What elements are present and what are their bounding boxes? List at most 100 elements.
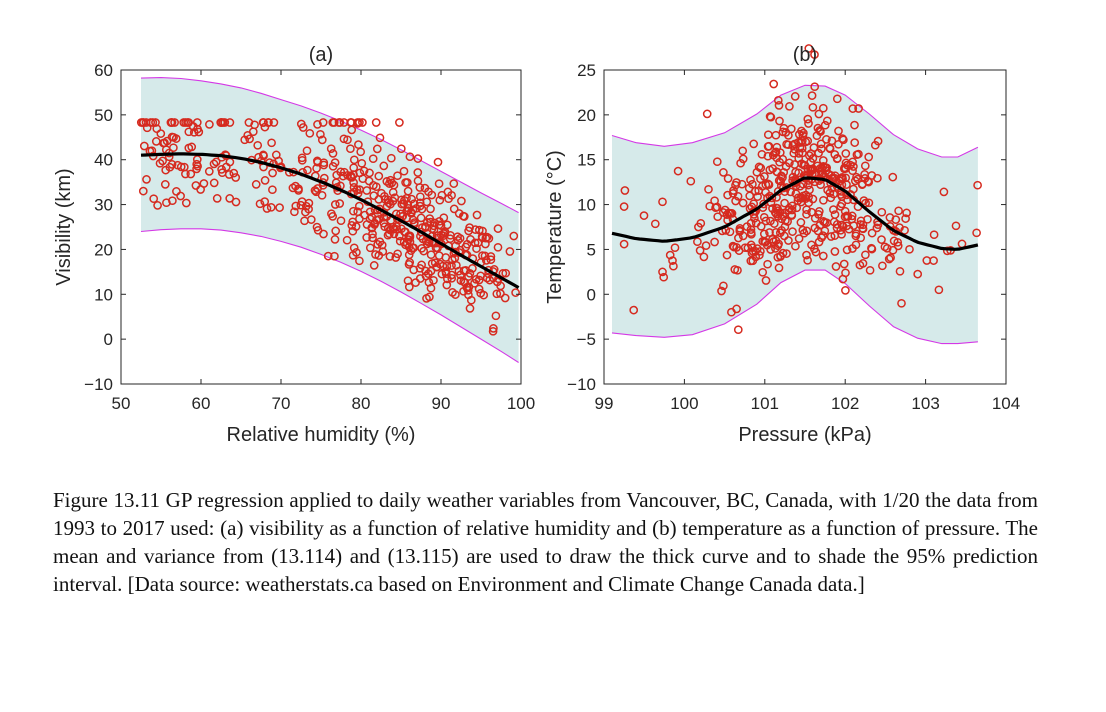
data-point bbox=[763, 179, 773, 189]
data-point bbox=[447, 255, 457, 265]
data-point bbox=[386, 153, 396, 163]
data-point bbox=[763, 142, 773, 151]
data-point bbox=[839, 135, 848, 145]
data-point bbox=[302, 146, 312, 156]
data-point bbox=[773, 206, 782, 216]
data-point bbox=[372, 144, 382, 154]
data-point bbox=[388, 187, 398, 197]
data-point bbox=[413, 168, 423, 177]
y-tick-label-b: 15 bbox=[577, 151, 596, 170]
data-point bbox=[328, 149, 338, 158]
y-tick-label-b: 20 bbox=[577, 106, 596, 125]
data-point bbox=[763, 259, 772, 269]
data-point bbox=[188, 122, 198, 131]
data-point bbox=[231, 197, 241, 207]
data-point bbox=[888, 172, 898, 182]
data-point bbox=[335, 199, 345, 208]
data-point bbox=[817, 164, 827, 173]
data-point bbox=[774, 101, 784, 110]
data-point bbox=[796, 218, 806, 227]
data-point bbox=[437, 190, 447, 200]
data-point bbox=[419, 246, 429, 256]
data-point bbox=[391, 253, 401, 262]
data-point bbox=[339, 167, 349, 177]
data-point bbox=[629, 305, 639, 315]
data-point bbox=[951, 221, 961, 231]
data-point bbox=[814, 109, 824, 119]
data-point bbox=[849, 184, 858, 194]
data-point bbox=[374, 171, 384, 181]
y-tick-label-b: −5 bbox=[577, 330, 596, 349]
data-point bbox=[810, 50, 819, 59]
data-point bbox=[751, 218, 761, 228]
data-point bbox=[405, 231, 415, 241]
data-point bbox=[765, 228, 774, 237]
y-tick-label-a: 30 bbox=[94, 196, 113, 215]
data-point bbox=[358, 118, 367, 127]
data-point bbox=[732, 304, 741, 314]
data-point bbox=[712, 157, 722, 167]
data-point bbox=[413, 154, 423, 163]
prediction-band-a bbox=[141, 77, 519, 363]
data-point bbox=[474, 284, 484, 294]
data-point bbox=[702, 109, 712, 119]
band-upper-edge-b bbox=[611, 84, 979, 158]
data-point bbox=[791, 167, 800, 177]
data-point bbox=[362, 186, 372, 195]
data-point bbox=[867, 228, 877, 238]
data-point bbox=[693, 237, 702, 247]
data-point bbox=[766, 112, 776, 122]
caption-line-2: BC, Canada, with 1/20 the data from 1993… bbox=[53, 488, 1038, 540]
data-point bbox=[748, 179, 757, 189]
data-point bbox=[807, 91, 817, 100]
data-point bbox=[393, 171, 402, 181]
data-point bbox=[478, 226, 487, 236]
data-point bbox=[253, 140, 263, 150]
data-point bbox=[179, 118, 189, 127]
data-point bbox=[753, 192, 762, 201]
data-point bbox=[757, 149, 767, 159]
figure: 50 60 70 80 90 100−100102030405060(a)Relative… bbox=[53, 44, 1020, 446]
data-point bbox=[267, 138, 276, 148]
data-point bbox=[733, 325, 743, 335]
data-point bbox=[460, 278, 470, 288]
data-point bbox=[832, 154, 842, 164]
data-point bbox=[830, 150, 840, 159]
data-point bbox=[365, 168, 374, 178]
data-point bbox=[168, 196, 177, 206]
data-point bbox=[458, 211, 468, 221]
data-point bbox=[305, 128, 315, 138]
data-point bbox=[922, 256, 932, 265]
data-point bbox=[369, 181, 378, 190]
data-point bbox=[867, 244, 877, 254]
caption-line-5: curve and to shade the 95% prediction in… bbox=[53, 544, 1038, 596]
data-point bbox=[798, 148, 807, 158]
data-point bbox=[733, 265, 742, 275]
data-point bbox=[472, 210, 482, 220]
data-point bbox=[298, 123, 308, 132]
data-point bbox=[160, 138, 169, 148]
data-point bbox=[368, 154, 378, 164]
data-point bbox=[832, 182, 842, 191]
data-point bbox=[402, 213, 412, 223]
data-point bbox=[773, 211, 783, 221]
data-point bbox=[346, 144, 355, 154]
data-point bbox=[301, 201, 311, 211]
data-point bbox=[746, 225, 756, 234]
data-point bbox=[778, 173, 787, 182]
data-point bbox=[822, 135, 831, 144]
data-point bbox=[771, 130, 781, 140]
data-point bbox=[268, 185, 277, 195]
data-point bbox=[248, 127, 258, 137]
data-point bbox=[772, 167, 782, 177]
data-point bbox=[834, 126, 843, 136]
data-point bbox=[823, 185, 832, 195]
data-point bbox=[710, 237, 719, 247]
data-point bbox=[842, 245, 852, 255]
band-upper-edge-a bbox=[140, 77, 519, 214]
data-point bbox=[770, 148, 780, 158]
data-point bbox=[794, 234, 804, 243]
data-point bbox=[339, 118, 349, 127]
data-point bbox=[773, 95, 783, 105]
data-point bbox=[194, 127, 204, 137]
